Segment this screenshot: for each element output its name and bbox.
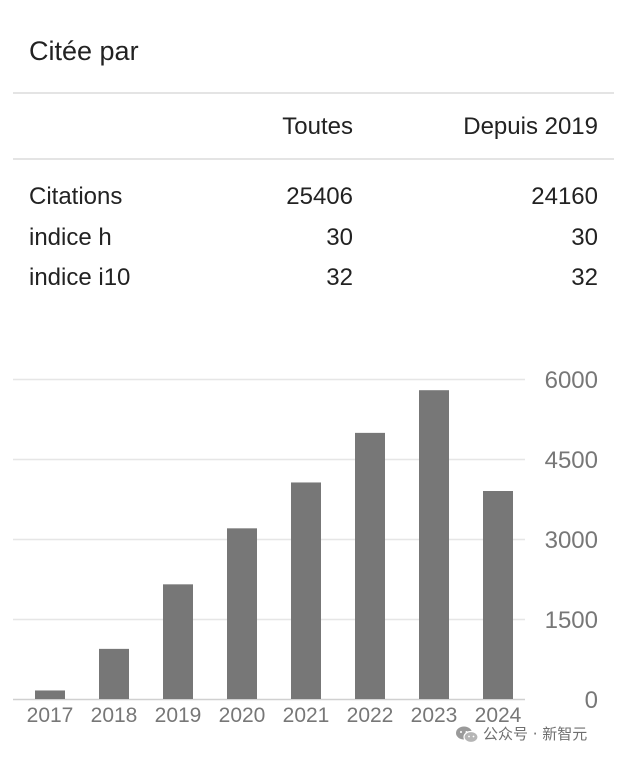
- y-tick-label: 1500: [545, 607, 598, 634]
- cell-since: 24160: [531, 183, 598, 210]
- row-label[interactable]: indice i10: [29, 264, 131, 291]
- bar-2022[interactable]: [355, 432, 385, 699]
- x-tick-label: 2020: [219, 704, 266, 727]
- cell-since: 30: [571, 224, 598, 251]
- y-tick-label: 3000: [545, 527, 598, 554]
- y-tick-label: 4500: [545, 447, 598, 474]
- row-label[interactable]: indice h: [29, 224, 112, 251]
- divider-top: [13, 92, 614, 94]
- bar-2024[interactable]: [483, 491, 513, 699]
- y-tick-label: 0: [585, 687, 598, 714]
- y-tick-label: 6000: [545, 367, 598, 394]
- bar-2021[interactable]: [291, 482, 321, 699]
- bar-2018[interactable]: [99, 648, 129, 699]
- cell-all: 25406: [286, 183, 353, 210]
- x-tick-label: 2017: [27, 704, 74, 727]
- divider-header: [13, 158, 614, 160]
- watermark-text: 公众号 · 新智元: [483, 725, 588, 743]
- column-header-all[interactable]: Toutes: [282, 113, 353, 140]
- bar-2019[interactable]: [163, 584, 193, 699]
- x-tick-label: 2022: [347, 704, 394, 727]
- x-tick-label: 2019: [155, 704, 202, 727]
- x-tick-label: 2023: [411, 704, 458, 727]
- cell-all: 32: [326, 264, 353, 291]
- row-label[interactable]: Citations: [29, 183, 123, 210]
- citations-bar-chart: 0 1500 3000 4500 6000 2017 2018 2019 2020 2021 202…: [13, 367, 598, 727]
- x-tick-label: 2021: [283, 704, 330, 727]
- cell-since: 32: [571, 264, 598, 291]
- bar-2017[interactable]: [35, 690, 65, 699]
- panel-title: Citée par: [29, 36, 139, 66]
- wechat-icon: [456, 726, 479, 743]
- cell-all: 30: [326, 224, 353, 251]
- bar-2020[interactable]: [227, 528, 257, 699]
- column-header-since[interactable]: Depuis 2019: [463, 113, 598, 140]
- x-tick-label: 2018: [91, 704, 138, 727]
- x-tick-label: 2024: [475, 704, 522, 727]
- watermark: 公众号 · 新智元: [455, 721, 625, 747]
- bar-2023[interactable]: [419, 390, 449, 699]
